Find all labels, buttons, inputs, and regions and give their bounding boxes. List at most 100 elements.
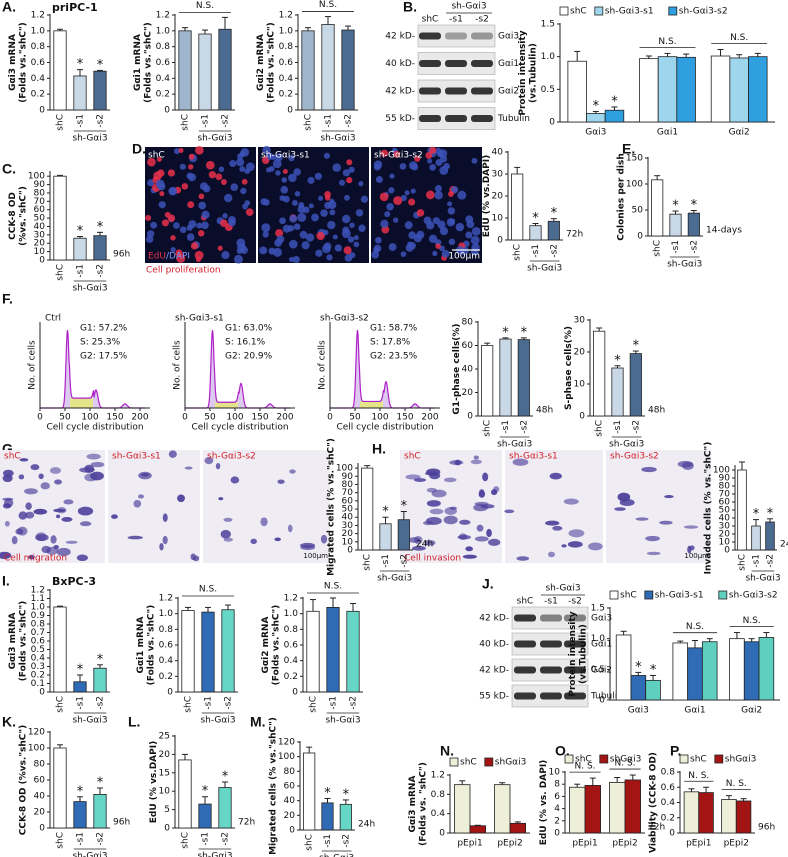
y-tick-label: 1.0 bbox=[31, 26, 46, 36]
group-label: sh-Gαi3 bbox=[667, 260, 702, 270]
error-bar bbox=[692, 640, 698, 648]
cell-nucleus bbox=[198, 201, 207, 210]
bar bbox=[676, 56, 696, 123]
x-tick-label: -s1 bbox=[501, 420, 511, 434]
x-tick-label: -s2 bbox=[631, 420, 641, 434]
legend-swatch bbox=[559, 6, 569, 16]
y-tick-label: 8 bbox=[554, 780, 560, 790]
y-axis-label: (Folds vs."shC") bbox=[272, 605, 282, 686]
cell bbox=[516, 556, 530, 561]
cell-nucleus bbox=[324, 201, 332, 210]
x-tick-label: -s2 bbox=[96, 264, 106, 278]
cell bbox=[429, 508, 444, 515]
cell-nucleus bbox=[447, 201, 453, 207]
lane-label: shC bbox=[422, 15, 439, 25]
group-label: sh-Gαi3 bbox=[197, 852, 232, 857]
y-tick-label: 1.0 bbox=[31, 603, 46, 613]
significance-mark: * bbox=[324, 786, 331, 801]
cell bbox=[274, 537, 281, 542]
error-bar bbox=[185, 606, 191, 611]
y-tick-label: 0.2 bbox=[284, 672, 298, 682]
micrograph bbox=[505, 450, 603, 563]
error-bar bbox=[382, 516, 389, 524]
bar bbox=[178, 30, 192, 111]
y-tick-label: 20 bbox=[34, 808, 46, 818]
x-tick-label: -s1 bbox=[76, 114, 86, 128]
cell-nucleus bbox=[150, 221, 158, 229]
cell-nucleus bbox=[343, 246, 352, 255]
legend-label: shC bbox=[570, 7, 587, 17]
y-tick-label: 0.4 bbox=[31, 654, 46, 664]
y-tick-label: 100 bbox=[28, 744, 45, 754]
cell bbox=[547, 551, 555, 558]
cell bbox=[431, 489, 447, 498]
note: N.S. bbox=[319, 0, 337, 10]
error-bar bbox=[350, 602, 356, 612]
cell bbox=[19, 458, 29, 462]
x-tick-label: -s1 bbox=[324, 114, 334, 128]
cell-nucleus bbox=[342, 214, 351, 224]
y-axis-label: (%vs."shC") bbox=[19, 186, 29, 246]
phase-stat: G1: 57.2% bbox=[80, 324, 128, 334]
panel-label: D. bbox=[132, 141, 146, 157]
bar bbox=[721, 799, 737, 834]
legend-swatch bbox=[594, 6, 604, 16]
cell-nucleus bbox=[190, 242, 199, 250]
cell-nucleus bbox=[294, 191, 301, 197]
significance-mark: * bbox=[343, 787, 350, 802]
cell bbox=[473, 455, 479, 460]
cell-nucleus bbox=[434, 184, 442, 193]
cell-nucleus bbox=[282, 168, 288, 175]
lane-label: -s2 bbox=[475, 15, 489, 25]
note: N.S. bbox=[686, 622, 704, 632]
y-tick-label: 1.2 bbox=[279, 11, 293, 21]
cell-nucleus bbox=[195, 146, 204, 155]
cell-nucleus bbox=[400, 251, 407, 257]
cell bbox=[230, 476, 240, 484]
y-axis-label: Gαi1 mRNA bbox=[136, 617, 146, 674]
cell-nucleus bbox=[435, 158, 443, 166]
cell-nucleus bbox=[465, 215, 474, 224]
error-bar bbox=[733, 632, 740, 639]
cell bbox=[561, 544, 567, 548]
micrograph-label: sh-Gαi3-s2 bbox=[610, 452, 659, 462]
cell-nucleus bbox=[358, 224, 366, 232]
blot-band bbox=[540, 692, 562, 700]
y-tick-label: 0.8 bbox=[431, 790, 446, 800]
y-axis-label: Viability (CCK-8 OD) bbox=[649, 752, 659, 853]
y-tick-label: 0.2 bbox=[159, 672, 173, 682]
y-tick-label: 10 bbox=[549, 768, 561, 778]
bar bbox=[517, 339, 530, 417]
time-label: 48h bbox=[648, 406, 665, 416]
significance-mark: * bbox=[401, 499, 408, 514]
cell-nucleus bbox=[393, 196, 403, 206]
error-bar bbox=[748, 638, 755, 642]
error-bar bbox=[532, 223, 539, 226]
legend-swatch bbox=[484, 757, 494, 767]
significance-mark: * bbox=[551, 206, 558, 221]
cell-nucleus bbox=[425, 151, 433, 159]
error-bar bbox=[596, 327, 603, 332]
y-tick-label: 0 bbox=[289, 826, 295, 836]
y-tick-label: 1.0 bbox=[284, 609, 299, 619]
cell-nucleus bbox=[298, 201, 305, 208]
cell bbox=[77, 506, 94, 516]
cell-nucleus bbox=[291, 199, 298, 206]
legend-label: shC bbox=[620, 591, 637, 601]
cell bbox=[413, 535, 423, 545]
x-tick-label: shC bbox=[56, 832, 66, 849]
cell bbox=[56, 547, 71, 557]
error-bar bbox=[364, 465, 371, 469]
cell bbox=[204, 457, 214, 465]
error-bar bbox=[574, 50, 581, 62]
cell-nucleus bbox=[393, 150, 401, 158]
cell-nucleus bbox=[342, 169, 351, 177]
bar bbox=[751, 525, 761, 551]
x-tick-label: -s1 bbox=[752, 554, 762, 568]
error-bar bbox=[550, 218, 557, 222]
significance-mark: * bbox=[222, 770, 229, 785]
y-tick-label: 80 bbox=[284, 767, 296, 777]
cell-nucleus bbox=[236, 238, 246, 248]
cell-nucleus bbox=[428, 234, 438, 244]
stain-label: EdU bbox=[148, 252, 166, 262]
